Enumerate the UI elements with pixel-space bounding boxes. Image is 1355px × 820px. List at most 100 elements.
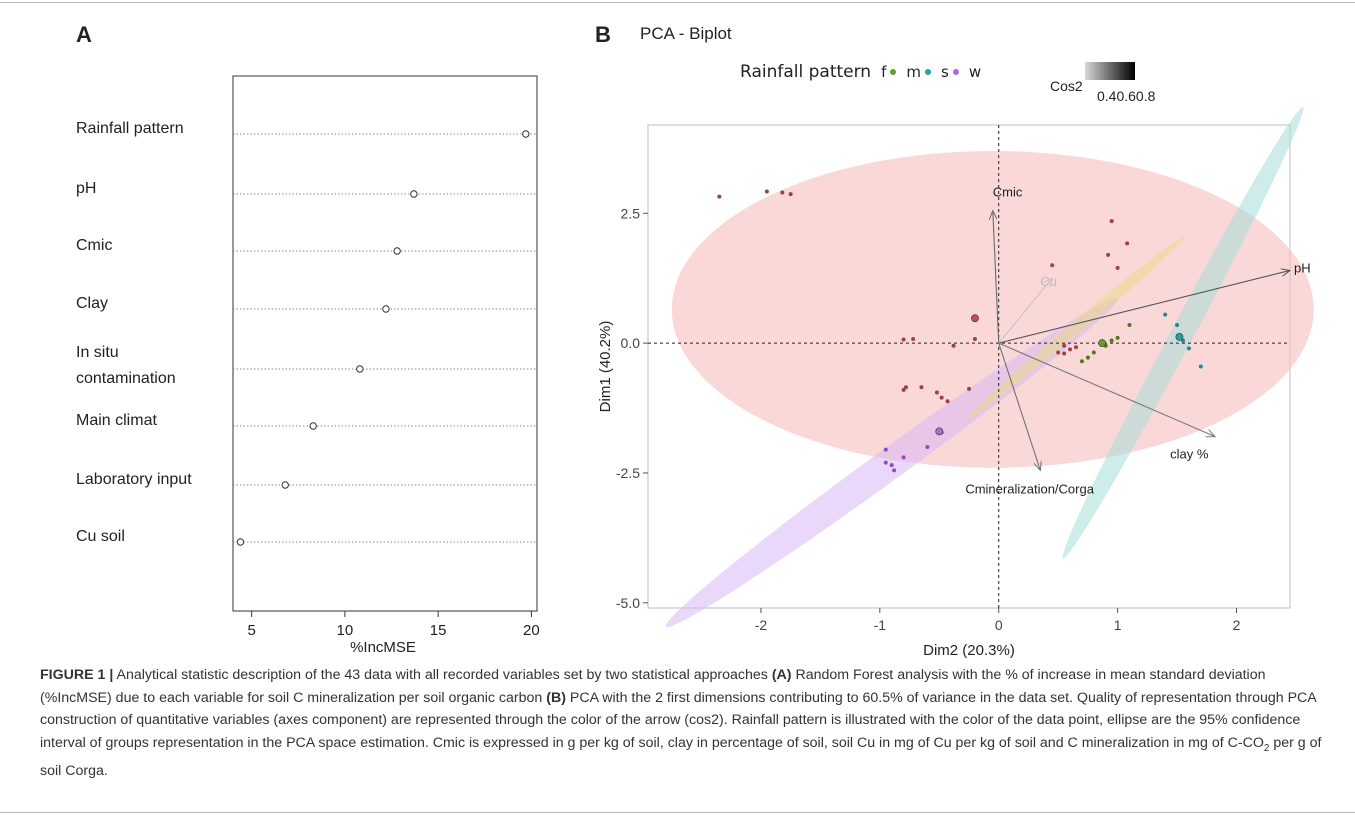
group-centroid-m [1098, 339, 1107, 348]
arrow-label: clay % [1170, 447, 1209, 462]
data-point-f [901, 337, 906, 342]
y-tick-label: 0.0 [621, 335, 641, 351]
figure-label: FIGURE 1 | [40, 667, 114, 683]
group-centroid-f [971, 314, 979, 323]
group-centroid-s [1175, 332, 1184, 341]
caption-b-label: (B) [546, 689, 566, 706]
arrow-label: pH [1294, 260, 1311, 275]
data-point-f [780, 190, 785, 195]
y-tick-label: 2.5 [621, 205, 641, 221]
category-label: Main climat [76, 412, 157, 429]
data-point-f [1115, 265, 1120, 270]
x-tick-label: 20 [523, 622, 540, 639]
category-label: Clay [76, 295, 108, 312]
legend-key-m: m [906, 63, 931, 81]
dotchart-point [393, 247, 401, 255]
data-point-s [1175, 322, 1180, 327]
data-point-f [1056, 350, 1061, 355]
top-border [0, 2, 1355, 3]
data-point-f [1106, 252, 1111, 257]
dotchart-frame [232, 75, 538, 612]
x-tick-label: 1 [1114, 617, 1122, 633]
data-point-w [892, 468, 897, 473]
caption-part-4: per g of soil Corga. [40, 734, 1322, 779]
x-tick-label: 10 [337, 622, 354, 639]
category-label: Laboratory input [76, 471, 192, 488]
data-point-s [1163, 312, 1168, 317]
confidence-ellipse-s [1062, 106, 1304, 559]
data-point-m [1091, 350, 1096, 355]
data-point-f [951, 343, 956, 348]
x-tick-label: 2 [1233, 617, 1241, 633]
data-point-m [1115, 335, 1120, 340]
data-point-f [939, 395, 944, 400]
data-point-f [901, 387, 906, 392]
legend-key-w: w [968, 63, 982, 81]
legend-dot-m [924, 69, 931, 75]
dotchart-point [236, 538, 245, 546]
x-axis-label: %IncMSE [350, 639, 416, 656]
data-point-f [1125, 241, 1130, 246]
category-label: In situ contamination [76, 344, 176, 387]
data-point-f [1074, 345, 1078, 350]
figure-caption: FIGURE 1 | Analytical statistic descript… [40, 664, 1330, 782]
x-tick-label: -2 [755, 617, 768, 633]
dotchart-point [382, 305, 390, 313]
dotchart-point [356, 365, 364, 373]
data-point-f [903, 385, 908, 390]
data-point-m [1109, 338, 1114, 343]
y-tick-label: -5.0 [616, 595, 640, 611]
data-point-f [1050, 263, 1055, 268]
category-label: Cu soil [76, 528, 125, 545]
category-label: Rainfall pattern [76, 120, 184, 137]
data-point-f [717, 194, 722, 199]
data-point-w [883, 447, 888, 452]
dotchart-point [410, 190, 418, 198]
dotchart-point [281, 481, 289, 489]
legend-key-s: s [941, 63, 959, 81]
data-point-f [788, 192, 793, 197]
y-tick-label: -2.5 [616, 465, 640, 481]
caption-a-label: (A) [771, 667, 792, 683]
data-point-w [883, 460, 888, 465]
data-point-m [1127, 322, 1132, 327]
y-axis-label: Dim1 (40.2%) [597, 321, 614, 413]
legend-key-f: f [881, 63, 897, 81]
panel-b-letter: B [595, 22, 611, 47]
cos2-label: Cos2 [1050, 78, 1083, 94]
caption-part-3: PCA with the 2 first dimensions contribu… [40, 689, 1316, 751]
arrow-label: Cmic [993, 185, 1023, 200]
x-tick-label: -1 [874, 617, 887, 633]
caption-subscript: 2 [1263, 742, 1270, 754]
data-point-f [934, 390, 939, 395]
data-point-f [1062, 343, 1067, 348]
category-label: pH [76, 180, 96, 197]
confidence-ellipse-m [966, 235, 1186, 420]
confidence-ellipse-w [665, 297, 1118, 628]
data-point-f [764, 189, 769, 194]
cos2-ticks: 0.40.60.8 [1097, 88, 1156, 104]
group-centroid-w [935, 427, 944, 436]
legend-dot-f [890, 69, 897, 75]
data-point-m [1079, 359, 1084, 364]
data-point-f [972, 336, 977, 341]
dotchart-point [522, 130, 530, 138]
dotchart-point [309, 422, 317, 430]
data-point-s [1186, 346, 1191, 351]
data-point-f [1109, 219, 1114, 224]
biplot-title: PCA - Biplot [640, 24, 732, 43]
data-point-f [911, 336, 916, 341]
category-label: Cmic [76, 237, 112, 254]
loading-arrow [998, 278, 1052, 344]
data-point-m [1085, 355, 1090, 360]
arrow-label: Cu [1040, 274, 1057, 289]
data-point-f [967, 386, 971, 391]
data-point-f [919, 385, 924, 390]
data-point-w [925, 445, 930, 449]
random-forest-dotchart: Rainfall pattern pH Cmic Clay In situ contami… [76, 75, 540, 656]
x-tick-label: 5 [247, 622, 255, 639]
legend-title: Rainfall pattern [740, 62, 872, 82]
arrow-label: Cmineralization/Corga [965, 481, 1094, 496]
x-tick-label: 0 [995, 617, 1003, 633]
caption-part-1: Analytical statistic description of the … [113, 667, 772, 683]
